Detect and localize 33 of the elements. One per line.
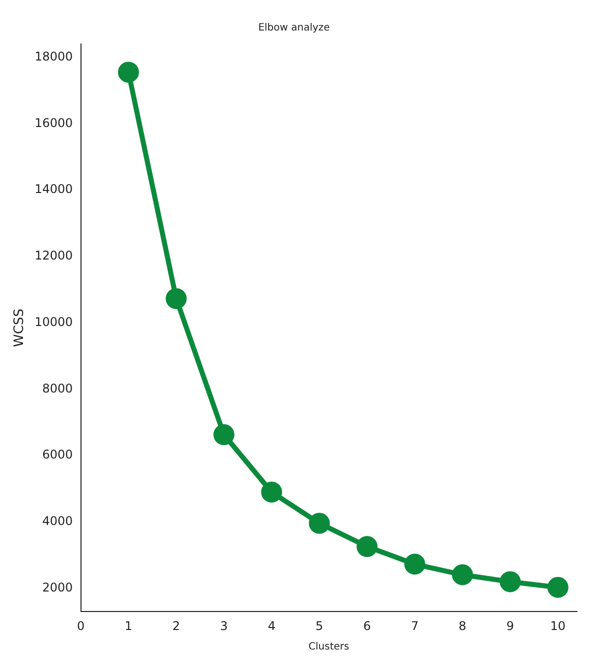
x-tick-label: 5 <box>316 618 324 633</box>
x-tick-label: 0 <box>76 618 85 633</box>
y-tick-label: 4000 <box>42 514 73 528</box>
chart-title: Elbow analyze <box>258 22 330 34</box>
point <box>213 424 234 446</box>
y-axis-title: WCSS <box>12 308 28 348</box>
y-tick-label: 6000 <box>42 448 73 462</box>
x-tick-label: 6 <box>363 618 371 633</box>
x-tick-label: 8 <box>458 618 466 633</box>
y-tick-label: 18000 <box>34 49 73 64</box>
y-tick-label: 16000 <box>34 116 73 130</box>
x-tick-label: 3 <box>220 618 228 633</box>
y-tick-label: 8000 <box>42 381 73 396</box>
x-tick-label: 4 <box>268 618 276 633</box>
x-axis-title: Clusters <box>308 642 350 653</box>
y-tick-label: 12000 <box>34 248 73 263</box>
point <box>452 564 473 586</box>
point <box>118 62 139 83</box>
point <box>404 554 426 575</box>
x-tick-label: 1 <box>124 618 132 633</box>
point <box>356 536 378 558</box>
y-tick-label: 2000 <box>42 580 73 594</box>
point <box>261 482 282 503</box>
x-tick-label: 2 <box>172 618 180 633</box>
y-tick-label: 10000 <box>34 314 73 329</box>
x-tick-label: 10 <box>550 618 566 633</box>
y-tick-label: 14000 <box>34 182 73 196</box>
x-tick-label: 7 <box>410 618 419 633</box>
x-tick-label: 9 <box>506 618 514 633</box>
point <box>166 288 187 310</box>
point <box>308 512 330 534</box>
point <box>500 571 521 592</box>
point <box>547 576 568 598</box>
